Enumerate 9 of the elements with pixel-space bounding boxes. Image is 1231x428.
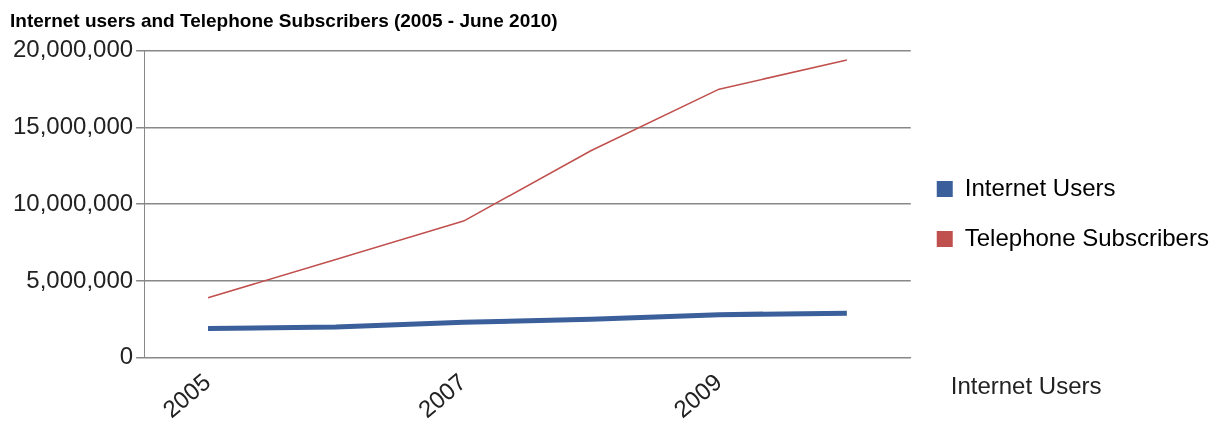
y-tick-label: 5,000,000 xyxy=(26,265,134,293)
y-tick-label: 0 xyxy=(119,342,134,370)
text: Internet Users xyxy=(950,372,1102,400)
y-tick-label: 15,000,000 xyxy=(12,112,134,140)
y-tick-label: 10,000,000 xyxy=(12,188,134,216)
legend-label: Internet Users xyxy=(964,173,1116,201)
chart-title: Internet users and Telephone Subscribers (2005 - June 2010) xyxy=(10,9,558,31)
legend-label: Telephone Subscribers xyxy=(964,223,1209,251)
y-tick-label: 20,000,000 xyxy=(12,35,134,63)
